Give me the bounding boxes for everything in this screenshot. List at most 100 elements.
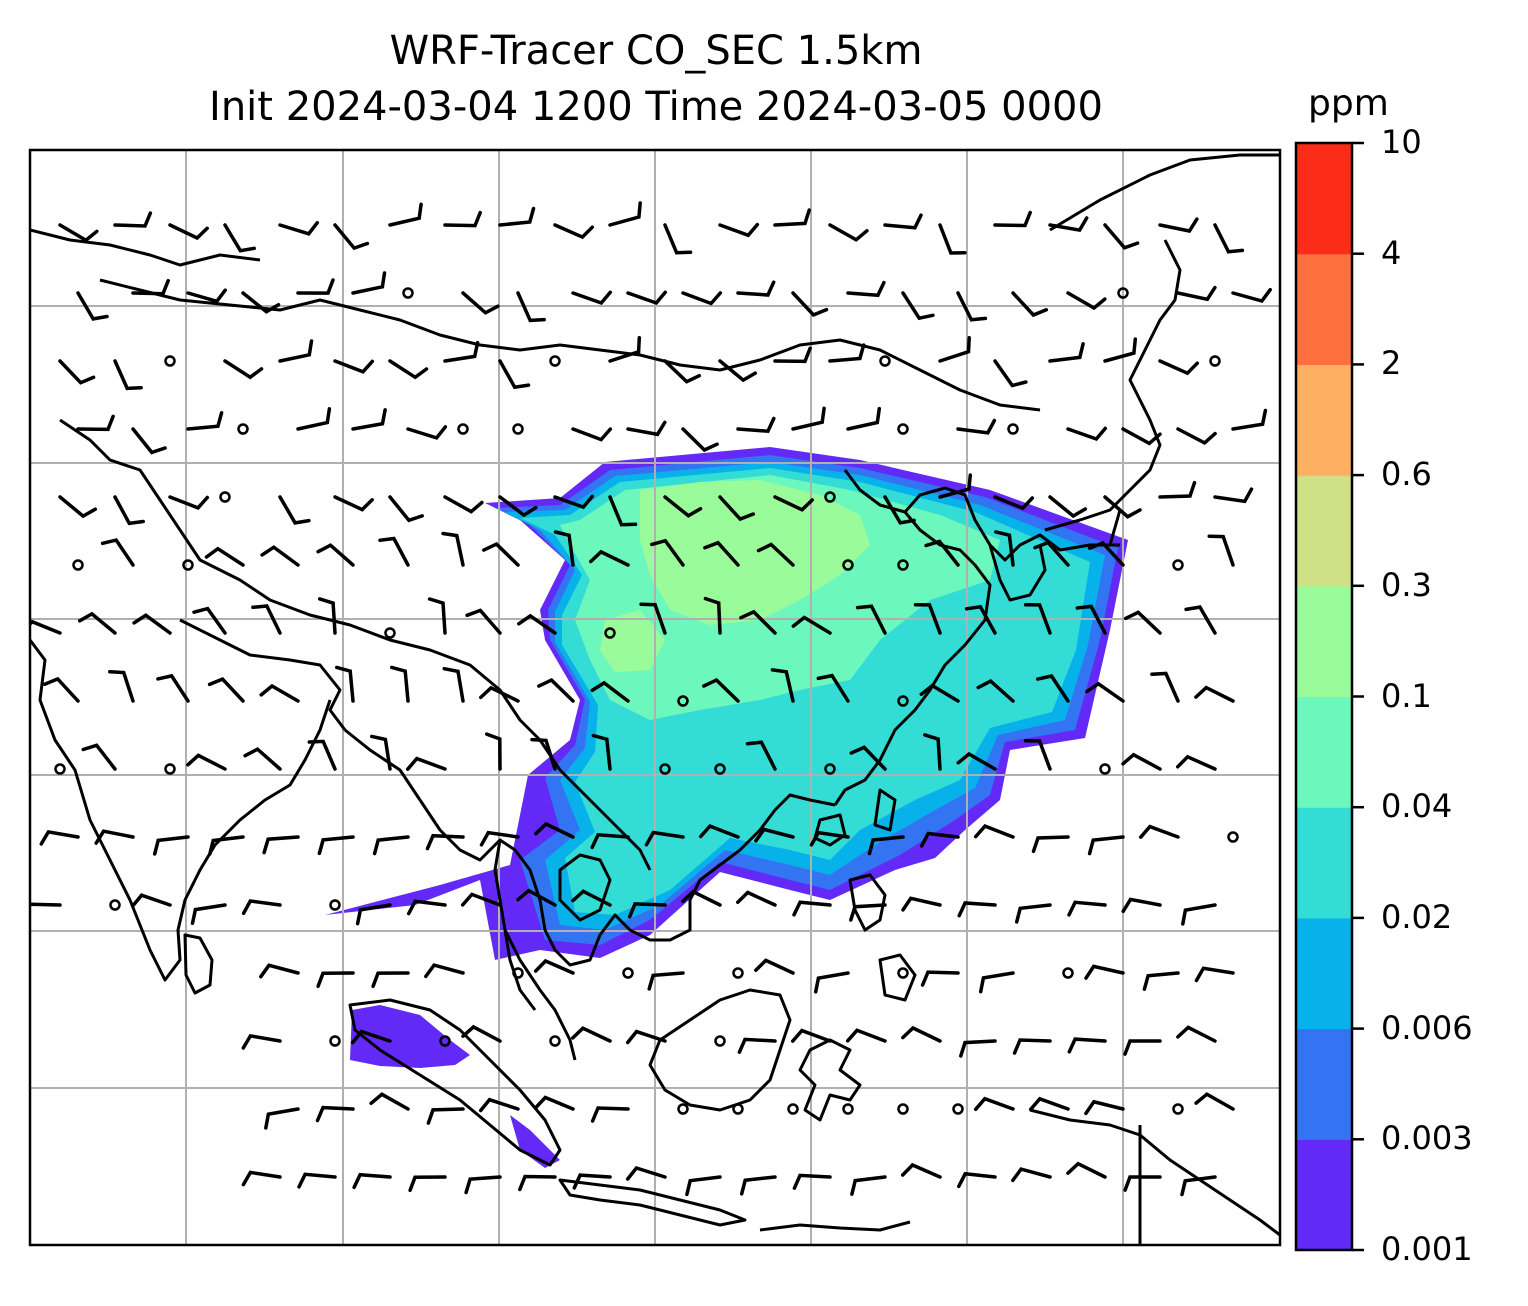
wind-barb: [1087, 540, 1125, 567]
wind-barb: [516, 291, 546, 323]
wind-barb: [1033, 540, 1070, 567]
wind-barb: [333, 359, 375, 374]
calm-wind-marker: [824, 763, 836, 775]
wind-barb: [1207, 534, 1235, 567]
wind-barb: [809, 830, 850, 847]
calm-wind-marker: [897, 1103, 909, 1115]
wind-barb: [736, 416, 776, 434]
wind-barb: [1176, 1025, 1217, 1043]
wind-barb: [207, 677, 245, 703]
wind-barb: [278, 220, 320, 236]
wind-barb: [1036, 674, 1070, 703]
wind-barb: [204, 546, 245, 567]
wind-barb: [1067, 900, 1107, 917]
wind-barb: [58, 359, 96, 385]
wind-barb: [518, 1174, 557, 1192]
wind-barb: [913, 603, 942, 635]
wind-barb: [317, 597, 337, 635]
colorbar-tick-label: 0.001: [1381, 1230, 1473, 1268]
wind-barb: [517, 613, 557, 635]
wind-barb: [389, 665, 410, 703]
wind-barb: [131, 427, 167, 455]
calm-wind-marker: [1172, 559, 1184, 571]
wind-barb: [297, 1172, 337, 1189]
wind-barb: [278, 495, 311, 525]
chart-title-line-2: Init 2024-03-04 1200 Time 2024-03-05 000…: [209, 84, 1103, 130]
calm-wind-marker: [457, 423, 469, 435]
wind-barb: [132, 613, 172, 635]
wind-barb: [608, 495, 638, 527]
calm-wind-marker: [897, 423, 909, 435]
wind-barb: [108, 670, 135, 703]
wind-barb: [425, 833, 465, 851]
wind-barb: [685, 1175, 722, 1197]
wind-barb: [441, 531, 465, 567]
wind-barb: [1012, 1038, 1052, 1055]
wind-barb: [461, 1024, 502, 1043]
wind-barb: [1085, 681, 1125, 703]
wind-barb: [192, 606, 227, 635]
wind-barb: [442, 666, 465, 703]
new-guinea: [1029, 1108, 1280, 1237]
wind-barb: [58, 223, 99, 243]
calm-wind-marker: [219, 491, 231, 503]
wind-barb: [773, 495, 814, 512]
wind-barb: [625, 1029, 667, 1045]
wind-barb: [923, 733, 942, 771]
java: [558, 1178, 747, 1227]
colorbar-segment-8: [1296, 253, 1352, 365]
wind-barb: [30, 619, 62, 635]
wind-barb: [663, 359, 702, 384]
wind-barb: [478, 1097, 520, 1113]
wind-barb: [1213, 223, 1245, 254]
wind-barb: [1121, 752, 1162, 771]
calm-wind-marker: [549, 355, 561, 367]
malay-peninsula: [503, 929, 577, 1061]
colorbar-segment-3: [1296, 807, 1352, 919]
wind-barb: [1138, 824, 1180, 839]
calm-wind-marker: [897, 695, 909, 707]
wind-barb: [718, 495, 756, 522]
wind-barb: [264, 1107, 300, 1130]
colorbar-tick-label: 0.3: [1381, 565, 1432, 604]
calm-wind-marker: [1117, 287, 1129, 299]
wind-barb: [571, 1026, 612, 1043]
wind-barb: [316, 543, 355, 567]
wind-barb: [168, 223, 209, 241]
wind-barb: [1103, 337, 1138, 363]
calm-wind-marker: [402, 287, 414, 299]
wind-barb: [792, 1173, 832, 1190]
wind-barb: [113, 211, 153, 228]
wind-barb: [406, 899, 447, 916]
wind-barb: [849, 903, 887, 922]
wind-barb: [241, 1033, 282, 1050]
calm-wind-marker: [329, 1035, 341, 1047]
calm-wind-marker: [732, 1103, 744, 1115]
wind-barb: [589, 549, 630, 567]
wind-barb: [828, 223, 869, 242]
wind-barb: [186, 411, 224, 431]
wind-barb: [243, 747, 282, 771]
wind-barb: [901, 1025, 942, 1043]
wind-barb: [259, 683, 300, 703]
wind-barb: [703, 596, 722, 635]
wind-barb: [1184, 605, 1217, 635]
wind-barb: [813, 971, 850, 994]
wind-barb: [1194, 966, 1235, 983]
calm-wind-marker: [549, 1035, 561, 1047]
wind-barb: [1011, 291, 1049, 318]
wind-barb: [1084, 1099, 1125, 1116]
wind-barb: [241, 899, 282, 916]
wind-barb: [94, 829, 135, 845]
wind-barb: [461, 291, 500, 315]
wind-barb: [1048, 342, 1085, 363]
wind-barb: [850, 1175, 887, 1196]
korea-japan-coast: [1108, 509, 1122, 546]
wind-barb: [42, 676, 80, 703]
wind-barb: [1158, 217, 1199, 233]
wind-barb: [956, 751, 997, 771]
wind-barb: [460, 892, 502, 907]
wind-barb: [626, 290, 668, 306]
wind-barb: [262, 835, 300, 855]
